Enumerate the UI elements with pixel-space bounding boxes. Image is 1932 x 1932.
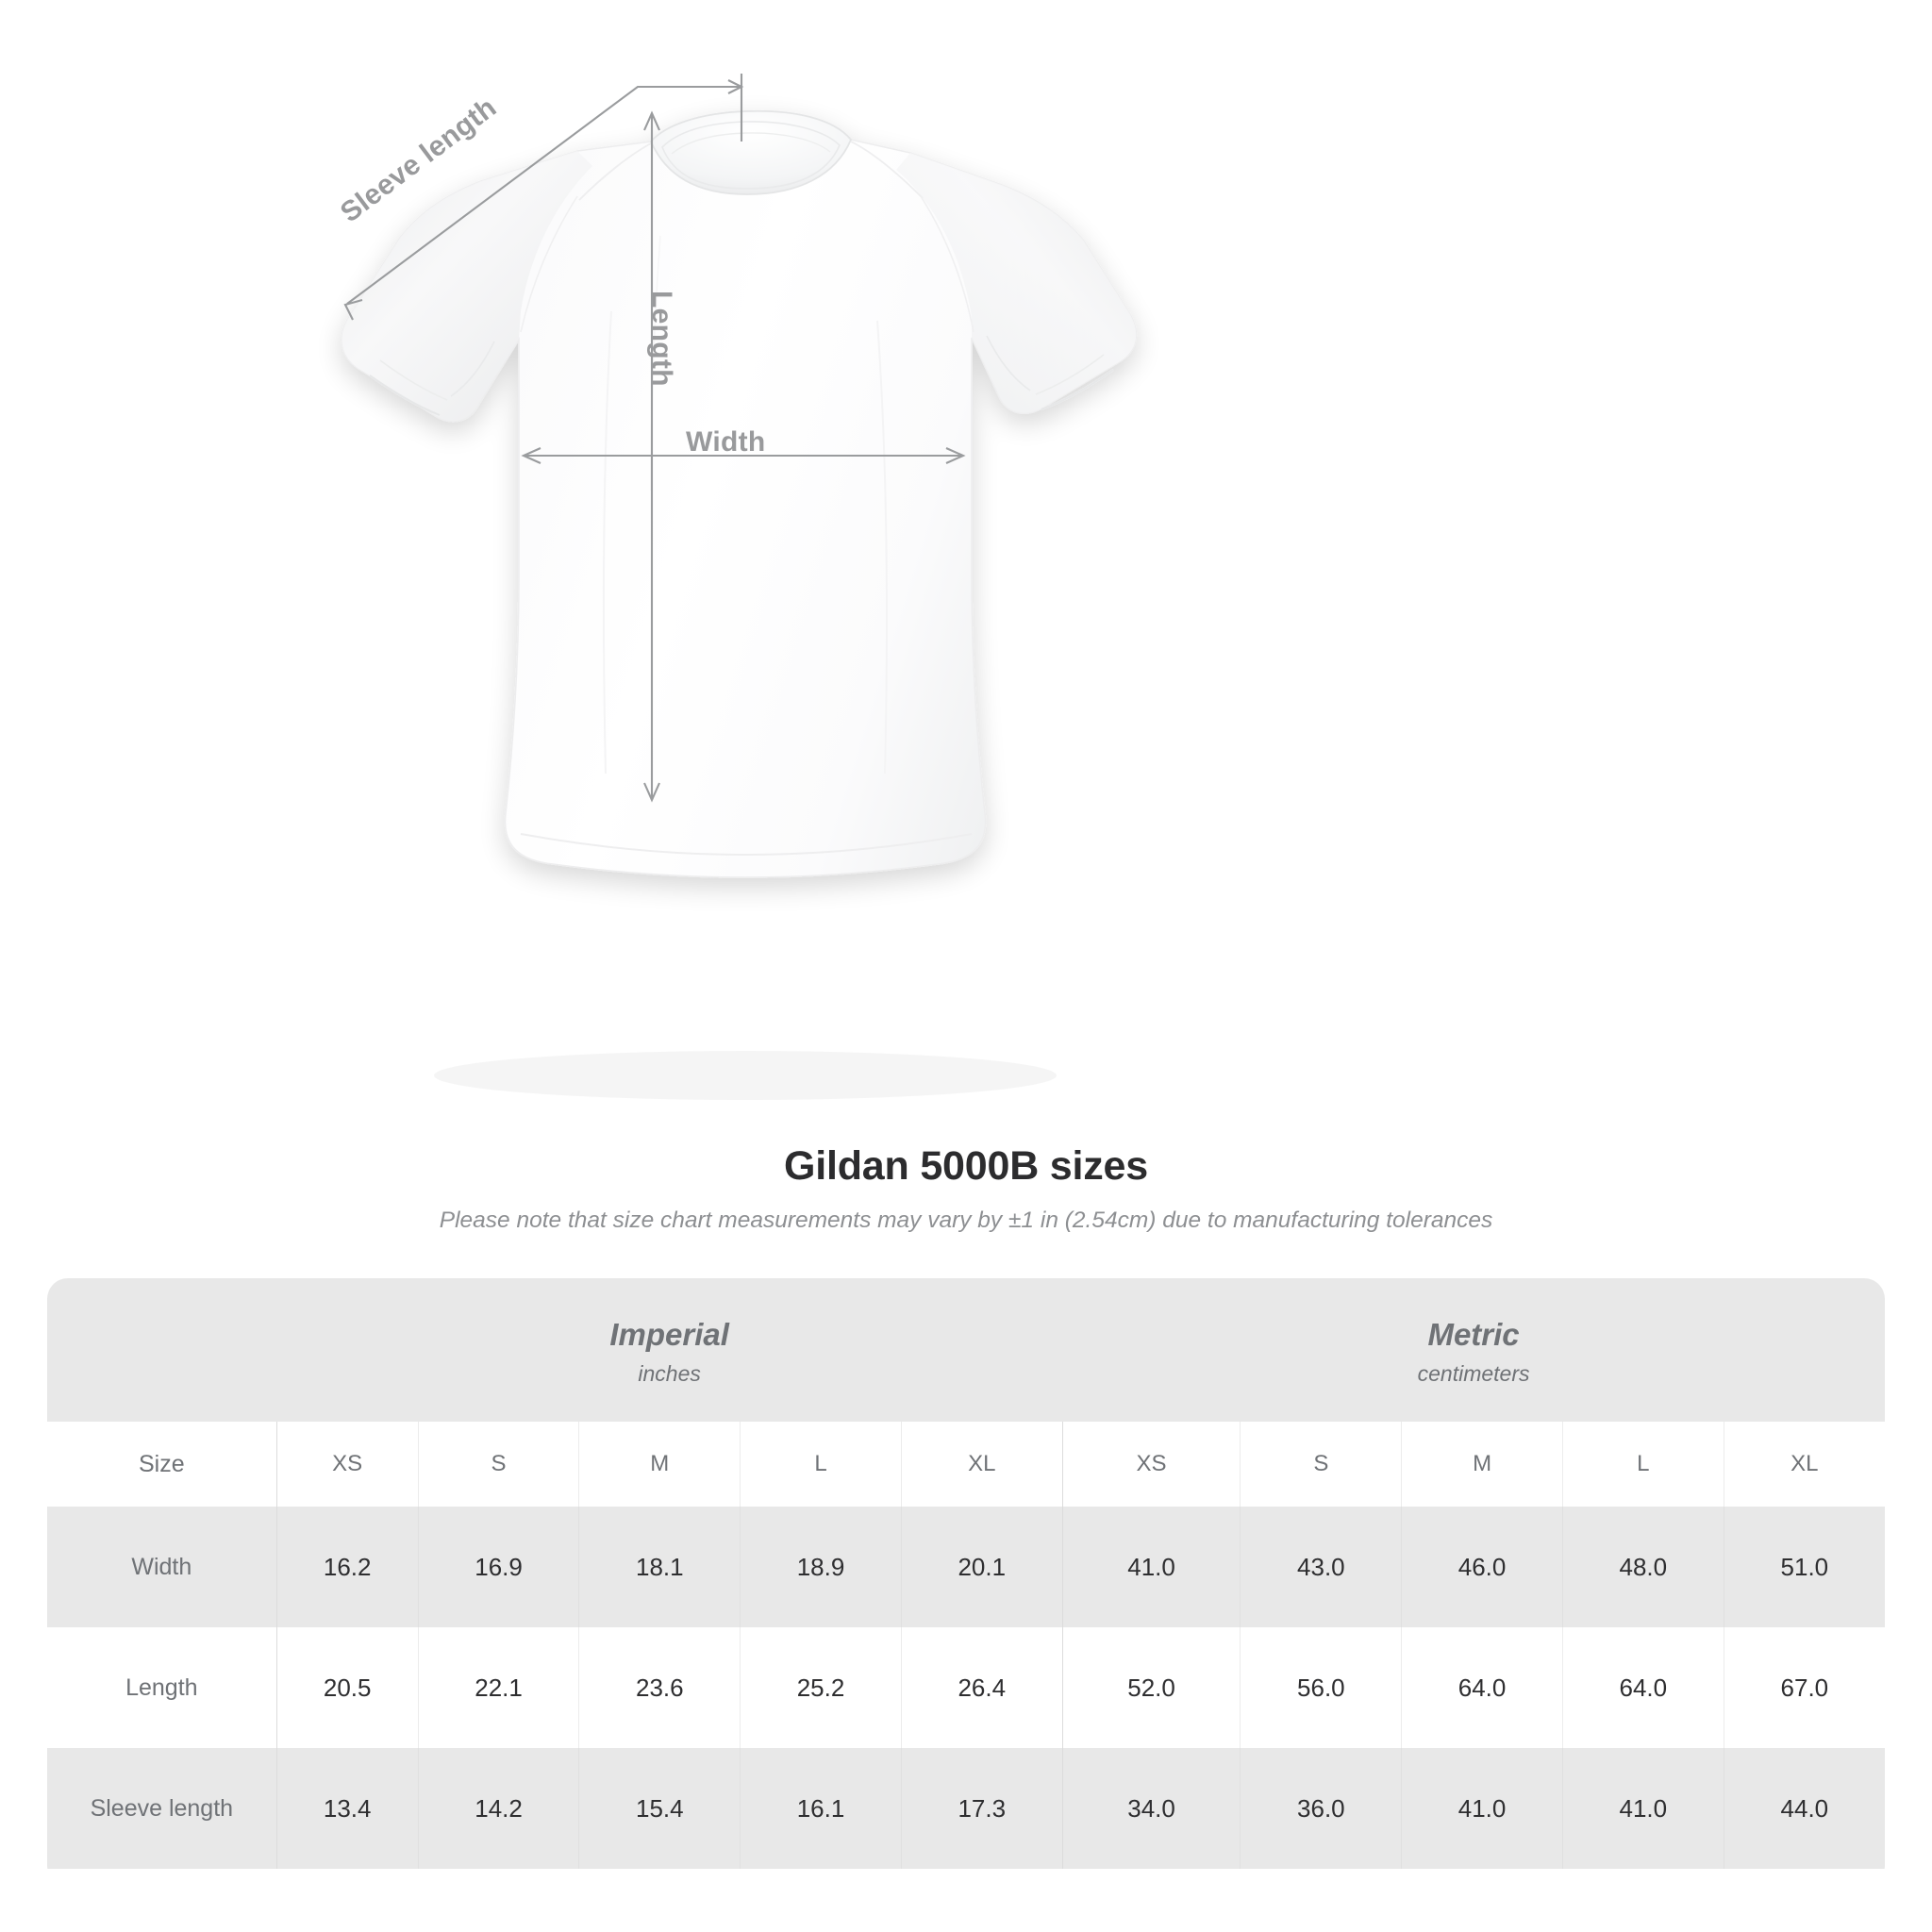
width-dimension-label: Width: [686, 426, 766, 458]
unit-group-imperial-sub: inches: [638, 1360, 701, 1386]
cell-sleeve-metric-xs: 34.0: [1062, 1748, 1241, 1869]
cell-width-metric-l: 48.0: [1562, 1507, 1724, 1627]
unit-group-metric-name: Metric: [1427, 1317, 1520, 1353]
cell-length-imperial-l: 25.2: [740, 1627, 902, 1748]
column-header-metric-m: M: [1401, 1422, 1563, 1507]
cell-width-imperial-s: 16.9: [418, 1507, 580, 1627]
cell-width-imperial-xs: 16.2: [276, 1507, 419, 1627]
column-header-metric-s: S: [1240, 1422, 1403, 1507]
column-header-imperial-l: L: [740, 1422, 902, 1507]
column-header-metric-xs: XS: [1062, 1422, 1241, 1507]
cell-sleeve-imperial-xs: 13.4: [276, 1748, 419, 1869]
table-row: Length 20.5 22.1 23.6 25.2 26.4 52.0 56.…: [47, 1627, 1885, 1748]
unit-group-imperial: Imperial inches: [276, 1278, 1063, 1422]
table-row: Sleeve length 13.4 14.2 15.4 16.1 17.3 3…: [47, 1748, 1885, 1869]
cell-sleeve-imperial-s: 14.2: [418, 1748, 580, 1869]
cell-length-metric-s: 56.0: [1240, 1627, 1403, 1748]
row-label-sleeve-length: Sleeve length: [47, 1748, 277, 1869]
cell-sleeve-metric-m: 41.0: [1401, 1748, 1563, 1869]
cell-width-metric-xs: 41.0: [1062, 1507, 1241, 1627]
length-dimension-label: Length: [646, 291, 677, 387]
cell-length-metric-xl: 67.0: [1780, 1673, 1829, 1702]
cell-width-imperial-l: 18.9: [740, 1507, 902, 1627]
cell-sleeve-imperial-l: 16.1: [740, 1748, 902, 1869]
unit-group-metric: Metric centimeters: [1062, 1278, 1885, 1422]
tolerance-note: Please note that size chart measurements…: [439, 1208, 1493, 1233]
column-header-metric-xl: XL: [1790, 1451, 1819, 1476]
cell-length-metric-l: 64.0: [1562, 1627, 1724, 1748]
size-header-label: Size: [47, 1422, 277, 1507]
cell-sleeve-metric-l: 41.0: [1562, 1748, 1724, 1869]
tshirt-illustration: [341, 74, 1137, 1100]
size-table: Imperial inches Metric centimeters Size …: [47, 1278, 1885, 1869]
cell-sleeve-metric-xl: 44.0: [1780, 1793, 1829, 1823]
column-header-imperial-s: S: [418, 1422, 580, 1507]
unit-group-metric-sub: centimeters: [1417, 1360, 1530, 1386]
size-table-container: Imperial inches Metric centimeters Size …: [47, 1278, 1885, 1887]
cell-width-imperial-m: 18.1: [578, 1507, 741, 1627]
cell-sleeve-imperial-m: 15.4: [578, 1748, 741, 1869]
tshirt-measurement-diagram: Sleeve length Length Width: [335, 74, 1137, 1100]
table-row: Width 16.2 16.9 18.1 18.9 20.1 41.0 43.0…: [47, 1507, 1885, 1627]
page-title: Gildan 5000B sizes: [784, 1143, 1148, 1189]
row-label-width: Width: [47, 1507, 277, 1627]
cell-length-imperial-xs: 20.5: [276, 1627, 419, 1748]
column-header-metric-l: L: [1562, 1422, 1724, 1507]
size-header-row: Size XS S M L XL XS S M L XL: [47, 1422, 1885, 1507]
cell-width-metric-s: 43.0: [1240, 1507, 1403, 1627]
title-block: Gildan 5000B sizes Please note that size…: [0, 1143, 1932, 1234]
cell-length-imperial-xl: 26.4: [901, 1627, 1063, 1748]
cell-sleeve-metric-s: 36.0: [1240, 1748, 1403, 1869]
column-header-imperial-m: M: [578, 1422, 741, 1507]
cell-length-metric-xs: 52.0: [1062, 1627, 1241, 1748]
column-header-imperial-xs: XS: [276, 1422, 419, 1507]
cell-length-metric-m: 64.0: [1401, 1627, 1563, 1748]
dimension-lines: [343, 74, 966, 803]
cell-length-imperial-s: 22.1: [418, 1627, 580, 1748]
cell-length-imperial-m: 23.6: [578, 1627, 741, 1748]
unit-group-imperial-name: Imperial: [609, 1317, 729, 1353]
cell-width-metric-m: 46.0: [1401, 1507, 1563, 1627]
unit-banner-spacer: [47, 1278, 277, 1422]
cell-width-imperial-xl: 20.1: [901, 1507, 1063, 1627]
unit-banner-row: Imperial inches Metric centimeters: [47, 1278, 1885, 1422]
cell-width-metric-xl: 51.0: [1780, 1552, 1829, 1581]
cell-sleeve-imperial-xl: 17.3: [901, 1748, 1063, 1869]
column-header-imperial-xl: XL: [901, 1422, 1063, 1507]
row-label-length: Length: [47, 1627, 277, 1748]
